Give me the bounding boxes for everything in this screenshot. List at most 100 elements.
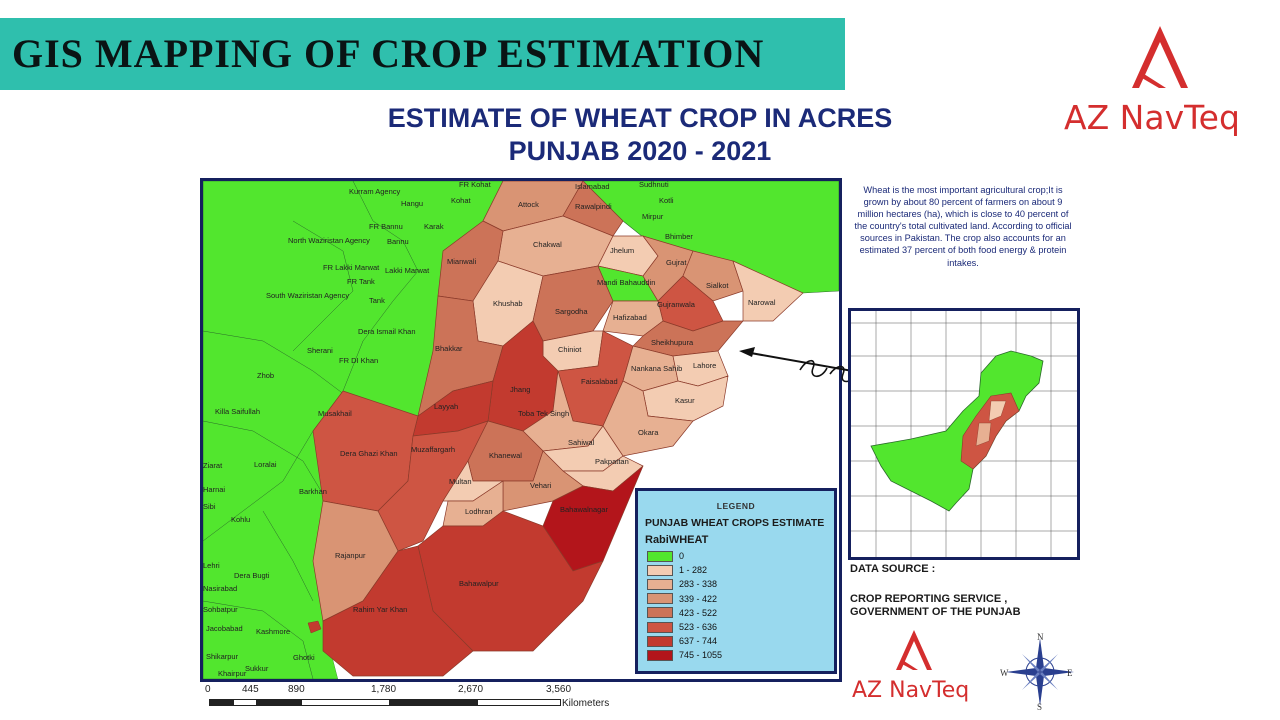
scale-segment [256,699,302,706]
label-kurram: Kurram Agency [349,187,401,196]
map-title: ESTIMATE OF WHEAT CROP IN ACRES PUNJAB 2… [300,102,980,168]
data-source-text: CROP REPORTING SERVICE , GOVERNMENT OF T… [850,593,1021,619]
compass-s: S [1037,702,1042,712]
label-gujranwala: Gujranwala [657,300,696,309]
label-sheikhupura: Sheikhupura [651,338,694,347]
brand-name-bottom: AZ NavTeq [852,678,970,703]
inset-map[interactable] [848,308,1080,560]
label-sukkur: Sukkur [245,664,269,673]
map-title-line2: PUNJAB 2020 - 2021 [508,136,772,166]
label-muzaffargarh: Muzaffargarh [411,445,455,454]
label-jhelum: Jhelum [610,246,634,255]
data-source-line1: CROP REPORTING SERVICE , [850,593,1008,605]
label-pakpattan: Pakpattan [595,457,629,466]
inset-pakistan-shape [870,350,1044,512]
legend-swatch [647,635,673,647]
label-frdik: FR DI Khan [339,356,378,365]
scale-segment [301,699,390,706]
district-map: Attock Rawalpindi Islamabad Chakwal Jhel… [203,181,839,679]
district-rykhan [322,545,474,677]
label-sargodha: Sargodha [555,307,588,316]
label-nasirabad: Nasirabad [203,584,237,593]
scale-tick: 3,560 [546,684,572,695]
label-frkohat: FR Kohat [459,181,492,189]
label-sherani: Sherani [307,346,333,355]
label-musakhail: Musakhail [318,409,352,418]
label-okara: Okara [638,428,659,437]
label-bahawalnagar: Bahawalnagar [560,505,608,514]
label-loralai: Loralai [254,460,277,469]
scale-unit: Kilometers [562,698,610,709]
label-nwa: North Waziristan Agency [288,236,370,245]
inset-pakistan-map [851,311,1077,557]
legend-field: RabiWHEAT [645,534,709,546]
label-khushab: Khushab [493,299,523,308]
label-faisalabad: Faisalabad [581,377,618,386]
legend-rows: 0 1 - 282 283 - 338 339 - 422 423 - 522 … [647,549,722,663]
label-rajanpur: Rajanpur [335,551,366,560]
label-mianwali: Mianwali [447,257,477,266]
label-ziarat: Ziarat [203,461,223,470]
banner-title: GIS MAPPING OF CROP ESTIMATION [12,31,765,76]
label-kohlu: Kohlu [231,515,250,524]
label-vehari: Vehari [530,481,552,490]
label-harnai: Harnai [203,485,225,494]
label-nankana: Nankana Sahib [631,364,682,373]
scale-tick: 0 [205,684,211,695]
label-multan: Multan [449,477,472,486]
label-layyah: Layyah [434,402,458,411]
label-dgk: Dera Ghazi Khan [340,449,398,458]
scale-tick: 1,780 [371,684,397,695]
legend-swatch [647,621,673,633]
legend-row: 0 [647,549,722,563]
label-lakki: Lakki Marwat [385,266,430,275]
label-shikarpur: Shikarpur [206,652,239,661]
brand-logo-top: AZ NavTeq [1064,22,1254,140]
legend-swatch [647,593,673,605]
label-chiniot: Chiniot [558,345,582,354]
legend-row: 283 - 338 [647,577,722,591]
label-dik: Dera Ismail Khan [358,327,416,336]
main-map[interactable]: Attock Rawalpindi Islamabad Chakwal Jhel… [200,178,842,682]
data-source-line2: GOVERNMENT OF THE PUNJAB [850,606,1021,618]
logo-triangle-icon [1132,26,1188,88]
label-derabugti: Dera Bugti [234,571,270,580]
brand-logo-bottom: AZ NavTeq [850,628,990,710]
label-jacobabad: Jacobabad [206,624,243,633]
scale-segment [389,699,478,706]
label-sahiwal: Sahiwal [568,438,595,447]
label-bhakkar: Bhakkar [435,344,463,353]
label-swa: South Waziristan Agency [266,291,349,300]
label-ghotki: Ghotki [293,653,315,662]
logo-triangle-icon [896,630,932,670]
label-sohbatpur: Sohbatpur [203,605,238,614]
label-zhob: Zhob [257,371,274,380]
label-khanewal: Khanewal [489,451,522,460]
district-muzaffargarh [377,420,489,552]
label-sialkot: Sialkot [706,281,729,290]
legend-label: 523 - 636 [679,622,718,633]
label-khairpur: Khairpur [218,669,247,678]
label-kohat: Kohat [451,196,472,205]
data-source-label: DATA SOURCE : [850,563,936,575]
label-tank: Tank [369,296,385,305]
scale-tick: 445 [242,684,259,695]
label-frlakki: FR Lakki Marwat [323,263,380,272]
label-bhimber: Bhimber [665,232,693,241]
legend-row: 339 - 422 [647,592,722,606]
compass-n: N [1037,632,1044,642]
legend-row: 523 - 636 [647,620,722,634]
label-rykhan: Rahim Yar Khan [353,605,407,614]
brand-name-top: AZ NavTeq [1064,98,1240,137]
legend-label: 0 [679,551,685,562]
label-bannu: Bannu [387,237,409,246]
label-sibi: Sibi [203,502,216,511]
legend-swatch [647,578,673,590]
label-jhang: Jhang [510,385,530,394]
map-title-line1: ESTIMATE OF WHEAT CROP IN ACRES [387,103,893,133]
scale-segment [233,699,257,706]
legend-row: 1 - 282 [647,563,722,577]
legend-label: 1 - 282 [679,565,708,576]
map-legend: LEGEND PUNJAB WHEAT CROPS ESTIMATE RabiW… [635,488,837,674]
label-kashmore: Kashmore [256,627,290,636]
